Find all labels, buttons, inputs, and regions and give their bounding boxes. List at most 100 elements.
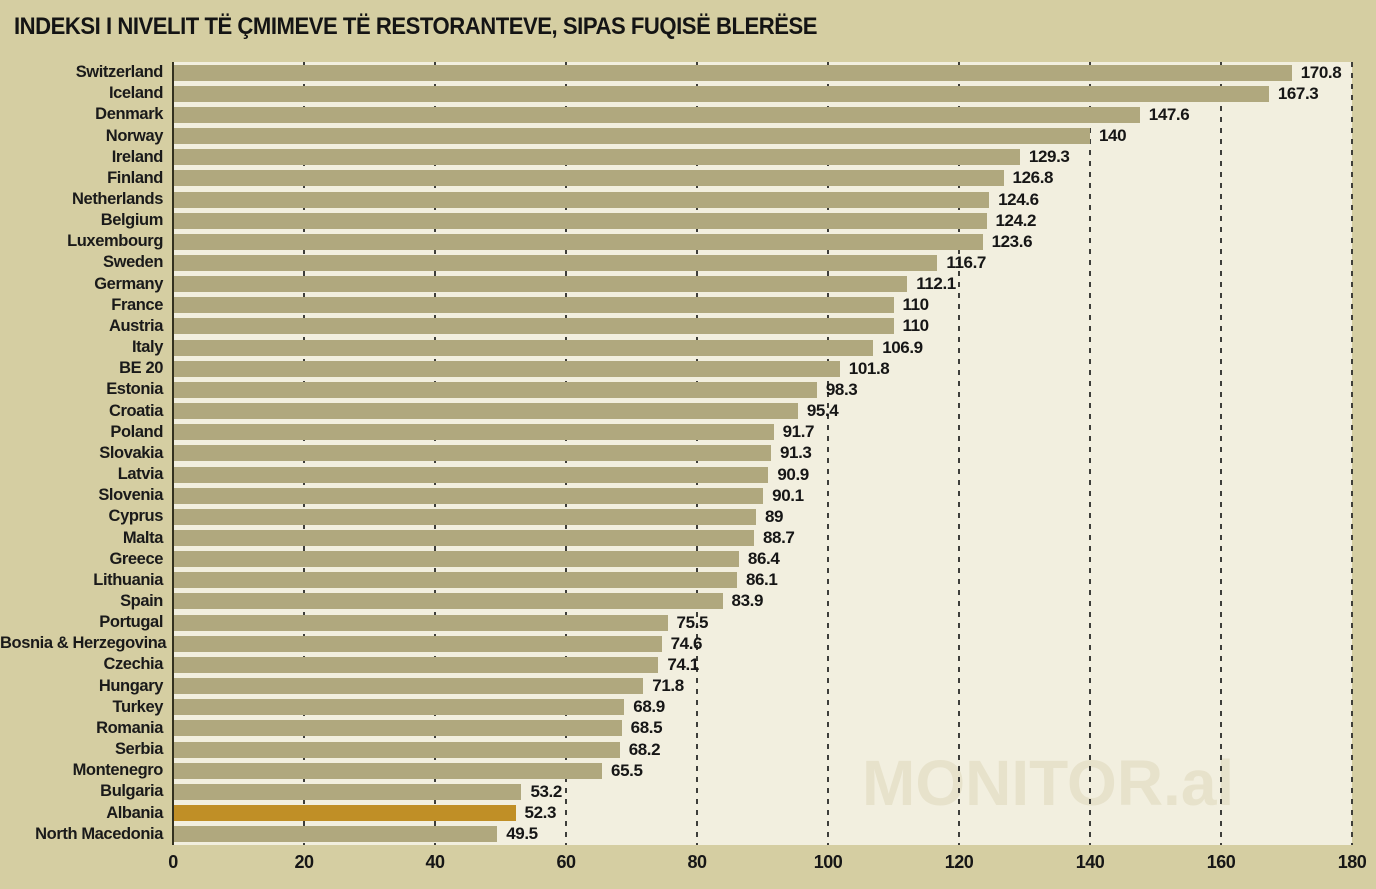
country-label: Sweden [103,253,163,272]
value-label: 89 [764,506,784,526]
country-label: France [111,295,163,314]
bar-row: Italy 106.9 [0,337,1376,358]
x-tick-label: 40 [425,852,445,872]
bar [173,276,908,293]
bar [173,508,756,525]
bar [173,85,1269,102]
value-label: 95.4 [806,401,839,421]
bar [173,445,771,462]
bar-row: Austria 110 [0,316,1376,337]
value-label: 83.9 [731,591,764,611]
country-label: Iceland [108,84,163,103]
bar-row: Bosnia & Herzegovina 74.6 [0,633,1376,654]
x-tick-label: 160 [1206,852,1236,872]
bar [173,297,894,314]
bar-row: Malta 88.7 [0,527,1376,548]
value-label: 68.9 [633,697,665,717]
value-label: 68.5 [630,718,663,738]
bar-row: Estonia 98.3 [0,379,1376,400]
bar-row: Luxembourg 123.6 [0,231,1376,252]
bar [173,233,983,250]
value-label: 88.7 [762,528,795,548]
bar-row: Spain 83.9 [0,591,1376,612]
bar [173,614,668,631]
country-label: Norway [105,126,164,145]
bar-row: Ireland 129.3 [0,147,1376,168]
country-label: Denmark [95,105,163,124]
bar [173,487,764,504]
x-tick-label: 0 [168,852,178,872]
value-label: 170.8 [1300,62,1342,82]
bar [173,318,894,335]
value-label: 65.5 [611,760,643,780]
bar-row: Greece 86.4 [0,549,1376,570]
value-label: 71.8 [652,676,684,696]
bar [173,254,938,271]
country-label: BE 20 [119,359,163,378]
bar-row: Albania 52.3 [0,802,1376,823]
bar [173,403,798,420]
bar [173,466,769,483]
country-label: Ireland [111,147,164,166]
value-label: 129.3 [1028,147,1070,167]
value-label: 147.6 [1148,104,1190,124]
bar-row: Bulgaria 53.2 [0,781,1376,802]
country-label: Croatia [108,401,163,420]
country-label: North Macedonia [35,824,163,843]
bar-row: Sweden 116.7 [0,252,1376,273]
x-tick-label: 80 [687,852,707,872]
value-label: 86.4 [747,549,780,569]
bar-row: Switzerland 170.8 [0,62,1376,83]
country-label: Czechia [103,655,163,674]
bar [173,826,498,843]
value-label: 86.1 [745,570,778,590]
bar-row: North Macedonia 49.5 [0,824,1376,845]
value-label: 49.5 [506,824,538,844]
x-tick-label: 60 [556,852,576,872]
bar-row: Latvia 90.9 [0,464,1376,485]
value-label: 75.5 [676,612,709,632]
bar [173,805,516,822]
bar-row: Hungary 71.8 [0,676,1376,697]
bar-row: Belgium 124.2 [0,210,1376,231]
bar [173,170,1004,187]
bar [173,741,620,758]
bar [173,635,662,652]
bar [173,699,625,716]
value-label: 116.7 [946,252,986,272]
country-label: Bosnia & Herzegovina [0,634,167,653]
country-label: Portugal [99,613,163,632]
country-label: Italy [131,338,163,357]
bar-row: Poland 91.7 [0,422,1376,443]
country-label: Estonia [106,380,163,399]
bar-row: Romania 68.5 [0,718,1376,739]
country-label: Finland [107,168,163,187]
country-label: Bulgaria [100,782,163,801]
value-label: 110 [902,295,930,315]
value-label: 52.3 [524,803,557,823]
bar-row: Turkey 68.9 [0,697,1376,718]
bar [173,191,990,208]
value-label: 90.1 [772,485,804,505]
country-label: Cyprus [108,507,164,526]
country-label: Spain [120,591,163,610]
country-label: Poland [110,422,163,441]
bar-row: Denmark 147.6 [0,104,1376,125]
value-label: 110 [902,316,930,336]
x-tick-label: 100 [813,852,843,872]
bar [173,678,644,695]
bar [173,64,1292,81]
value-label: 124.6 [998,189,1039,209]
country-label: Turkey [112,697,164,716]
country-label: Greece [109,549,163,568]
country-label: Latvia [117,465,164,484]
bar [173,424,774,441]
bar [173,593,723,610]
bar-row: Montenegro 65.5 [0,760,1376,781]
country-label: Slovenia [98,486,163,505]
country-label: Romania [96,718,163,737]
bar-row: Germany 112.1 [0,274,1376,295]
value-label: 112.1 [916,274,956,294]
value-label: 74.1 [667,654,699,674]
